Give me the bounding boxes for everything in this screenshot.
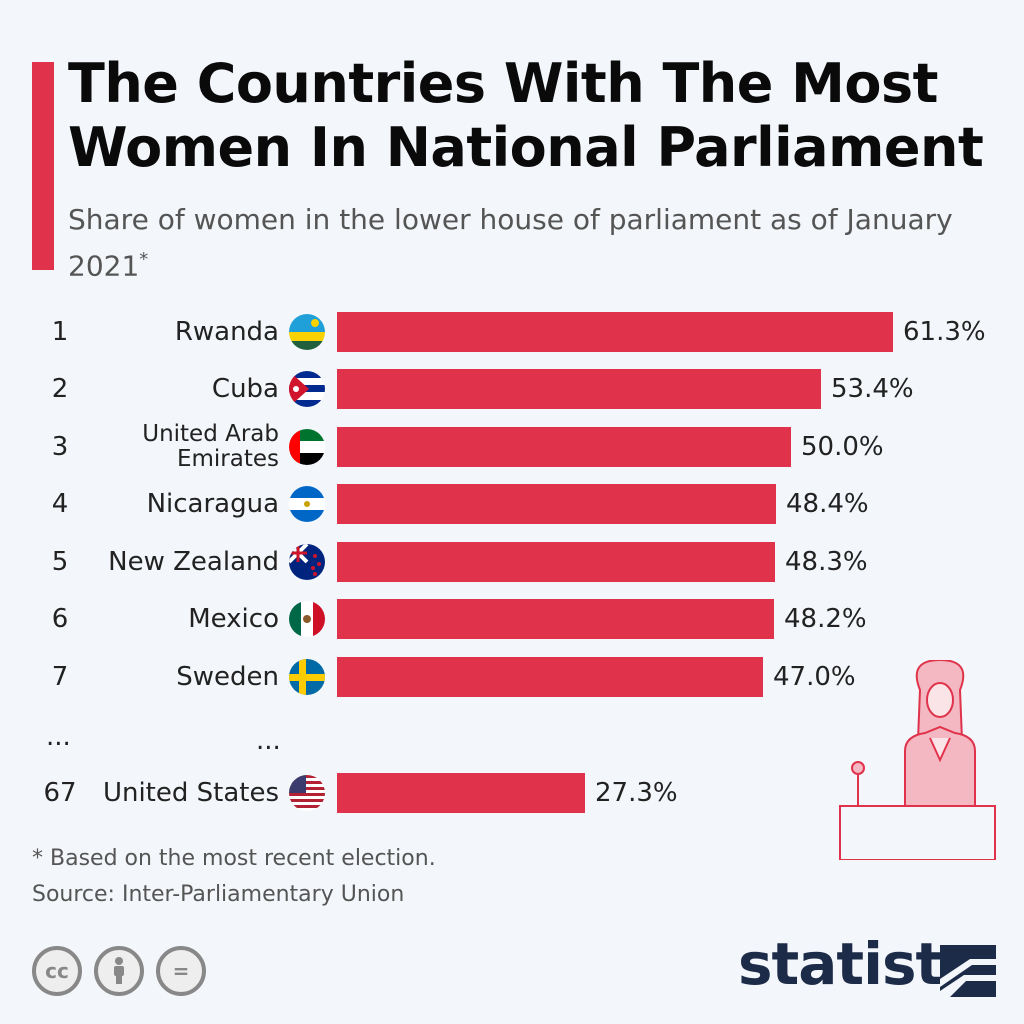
statista-logo-icon[interactable] — [940, 945, 996, 997]
rank-label: 1 — [51, 317, 69, 347]
rank-label: 6 — [51, 604, 69, 634]
bar — [337, 484, 776, 524]
category-label: Sweden — [176, 662, 279, 692]
bar — [337, 657, 763, 697]
footnote: * Based on the most recent election. — [32, 846, 436, 871]
category-label: United Arab Emirates — [142, 421, 279, 472]
bar-row: 7 Sweden 47.0% — [0, 655, 1024, 699]
bar-row: 3 United Arab Emirates 50.0% — [0, 421, 1024, 472]
cc-license-icon[interactable]: cc — [32, 946, 82, 996]
nd-label: = — [172, 959, 190, 983]
value-label: 48.2% — [784, 604, 867, 634]
bar-row: 1 Rwanda 61.3% — [0, 310, 1024, 354]
value-label: 53.4% — [831, 374, 914, 404]
cuba-flag-icon — [289, 371, 325, 407]
category-label: Rwanda — [174, 317, 279, 347]
woman-speaker-illustration — [839, 660, 996, 860]
category-label: Nicaragua — [146, 489, 279, 519]
bar — [337, 312, 893, 352]
value-label: 50.0% — [801, 432, 884, 462]
bar — [337, 369, 821, 409]
bar-row: 2 Cuba 53.4% — [0, 367, 1024, 411]
bar — [337, 427, 791, 467]
category-label: Mexico — [188, 604, 279, 634]
bar — [337, 542, 775, 582]
bar-row: 4 Nicaragua 48.4% — [0, 482, 1024, 526]
title-accent-bar — [32, 62, 54, 270]
rank-ellipsis: ... — [46, 722, 71, 752]
subtitle-footnote-mark: * — [139, 249, 149, 270]
value-label: 27.3% — [595, 778, 678, 808]
no-derivatives-icon[interactable]: = — [156, 946, 206, 996]
rank-label: 67 — [43, 778, 77, 808]
rank-label: 7 — [51, 662, 69, 692]
category-label: New Zealand — [108, 547, 279, 577]
bar-row: 5 New Zealand 48.3% — [0, 540, 1024, 584]
usa-flag-icon — [289, 775, 325, 811]
rank-label: 2 — [51, 374, 69, 404]
rank-label: 3 — [51, 432, 69, 462]
value-label: 47.0% — [773, 662, 856, 692]
value-label: 48.4% — [786, 489, 869, 519]
value-label: 48.3% — [785, 547, 868, 577]
bar — [337, 599, 774, 639]
uae-flag-icon — [289, 429, 325, 465]
rank-label: 4 — [51, 489, 69, 519]
bar — [337, 773, 585, 813]
chart-title: The Countries With The Most Women In Nat… — [68, 52, 984, 179]
attribution-icon[interactable] — [94, 946, 144, 996]
bar-row: 6 Mexico 48.2% — [0, 597, 1024, 641]
label-ellipsis: ... — [256, 726, 281, 756]
bar-row: 67 United States 27.3% — [0, 771, 1024, 815]
rwanda-flag-icon — [289, 314, 325, 350]
mexico-flag-icon — [289, 601, 325, 637]
source-note: Source: Inter-Parliamentary Union — [32, 882, 405, 907]
category-label: United States — [102, 778, 279, 808]
category-label: Cuba — [211, 374, 279, 404]
cc-label: cc — [45, 959, 69, 983]
value-label: 61.3% — [903, 317, 986, 347]
nicaragua-flag-icon — [289, 486, 325, 522]
chart-subtitle: Share of women in the lower house of par… — [68, 200, 968, 286]
new-zealand-flag-icon — [289, 544, 325, 580]
rank-label: 5 — [51, 547, 69, 577]
subtitle-text: Share of women in the lower house of par… — [68, 203, 953, 283]
sweden-flag-icon — [289, 659, 325, 695]
